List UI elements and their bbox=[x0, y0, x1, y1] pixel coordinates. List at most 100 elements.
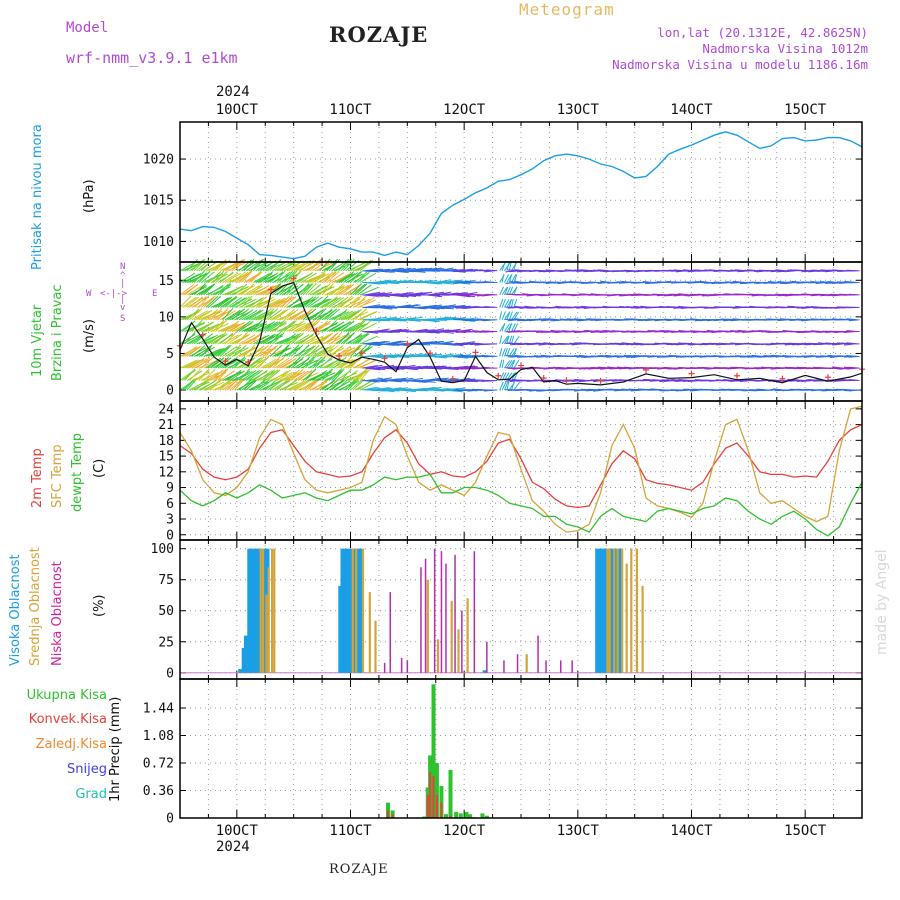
wind-barb bbox=[219, 332, 234, 345]
wind-barb bbox=[253, 320, 268, 332]
wind-barb bbox=[328, 321, 345, 332]
x-label-bottom: 11OCT bbox=[329, 823, 372, 839]
wind-barb bbox=[848, 293, 860, 296]
x-label-top: 15OCT bbox=[784, 102, 827, 118]
wind-barb bbox=[182, 359, 201, 369]
wind-barb bbox=[220, 262, 238, 272]
wind-barb bbox=[267, 348, 286, 357]
wind-barb bbox=[290, 283, 304, 296]
wind-barb bbox=[210, 308, 223, 321]
wind-barb bbox=[293, 334, 310, 345]
wind-barb bbox=[269, 271, 284, 283]
wind-barb bbox=[288, 332, 302, 345]
wind-barb bbox=[215, 331, 227, 345]
wind-barb bbox=[513, 262, 517, 271]
x-label-bottom: 12OCT bbox=[443, 823, 486, 839]
cloud-mid-bar bbox=[466, 598, 469, 673]
wind-barb bbox=[182, 334, 200, 345]
wind-barb bbox=[499, 286, 504, 296]
wind-barb bbox=[196, 378, 209, 391]
wind-barb bbox=[231, 271, 246, 283]
wind-barb bbox=[486, 380, 498, 382]
wind-barb bbox=[286, 369, 300, 381]
wind-barb bbox=[547, 318, 559, 321]
wind-barb bbox=[314, 356, 326, 369]
wind-barb bbox=[236, 320, 251, 332]
wind-barb bbox=[314, 298, 332, 308]
wind-barb bbox=[255, 345, 269, 357]
x-label-bottom: 13OCT bbox=[557, 823, 600, 839]
wind-barb bbox=[347, 298, 366, 308]
wind-barb bbox=[343, 370, 358, 381]
wind-barb bbox=[338, 283, 352, 296]
y-tick-label: 1015 bbox=[143, 194, 174, 209]
wind-barb bbox=[302, 282, 314, 296]
wind-barb bbox=[506, 286, 511, 296]
wind-barb bbox=[253, 258, 265, 272]
wind-barb bbox=[198, 321, 215, 332]
wind-barb bbox=[340, 283, 355, 296]
wind-barb bbox=[213, 381, 232, 391]
wind-barb bbox=[328, 297, 345, 308]
cloud-low-bar bbox=[461, 610, 463, 673]
wind-barb bbox=[288, 370, 306, 381]
wind-barb bbox=[354, 344, 368, 357]
precip-total-bar bbox=[386, 802, 390, 818]
wind-barb bbox=[503, 323, 511, 332]
wind-barb bbox=[283, 320, 297, 332]
wind-barb bbox=[300, 333, 315, 345]
cloud-high-bar bbox=[243, 635, 248, 673]
wind-barb bbox=[248, 297, 264, 308]
wind-barb bbox=[350, 344, 362, 357]
cloud-low-bar bbox=[571, 660, 573, 673]
wind-barb bbox=[200, 296, 215, 308]
y-tick-label: 0 bbox=[166, 666, 174, 681]
wind-barb bbox=[246, 285, 264, 296]
elevation-label: Nadmorska Visina 1012m bbox=[702, 41, 868, 56]
wind-barb bbox=[219, 282, 231, 296]
wind-barb bbox=[350, 378, 364, 391]
wind-barb bbox=[312, 334, 330, 345]
y-tick-label: 0 bbox=[166, 812, 174, 827]
wind-barb bbox=[302, 356, 315, 369]
wind-barb bbox=[264, 378, 278, 391]
wind-barb bbox=[279, 371, 297, 381]
precip-conv-bar bbox=[449, 815, 452, 818]
cloud-high-bar bbox=[616, 548, 621, 673]
wind-barb bbox=[253, 285, 270, 296]
wind-barb bbox=[501, 274, 505, 283]
precip-conv-bar bbox=[426, 795, 429, 818]
wind-barb bbox=[212, 286, 231, 296]
wind-barb bbox=[486, 355, 498, 357]
wind-barb bbox=[179, 295, 192, 308]
wind-barb bbox=[227, 296, 243, 308]
wind-barb bbox=[319, 283, 331, 296]
wind-barb bbox=[196, 335, 215, 345]
wind-barb bbox=[501, 381, 507, 391]
wind-barb bbox=[189, 357, 205, 369]
wind-barb bbox=[231, 347, 249, 357]
wind-barb bbox=[241, 295, 253, 308]
wind-barb bbox=[283, 282, 295, 296]
wind-barb bbox=[283, 296, 297, 308]
wind-barb bbox=[224, 309, 241, 321]
wind-barb bbox=[243, 285, 260, 296]
wind-barb bbox=[227, 309, 243, 321]
cloud-high-bar bbox=[340, 548, 345, 673]
wind-barb bbox=[272, 332, 285, 345]
wind-barb bbox=[222, 307, 234, 321]
wind-barb bbox=[357, 368, 369, 381]
wind-barb bbox=[238, 357, 254, 369]
wind-barb bbox=[324, 308, 338, 321]
wind-barb bbox=[508, 311, 513, 320]
wind-barb bbox=[305, 368, 317, 381]
wind-barb bbox=[357, 299, 376, 308]
wind-barb bbox=[506, 381, 510, 391]
cloud-mid-bar bbox=[606, 548, 609, 673]
wind-barb bbox=[290, 344, 304, 357]
wind-barb bbox=[222, 334, 239, 345]
gust-marker bbox=[688, 370, 695, 377]
wind-barb bbox=[200, 271, 215, 283]
wind-barb bbox=[350, 283, 363, 296]
cloud-mid-bar bbox=[625, 563, 628, 673]
